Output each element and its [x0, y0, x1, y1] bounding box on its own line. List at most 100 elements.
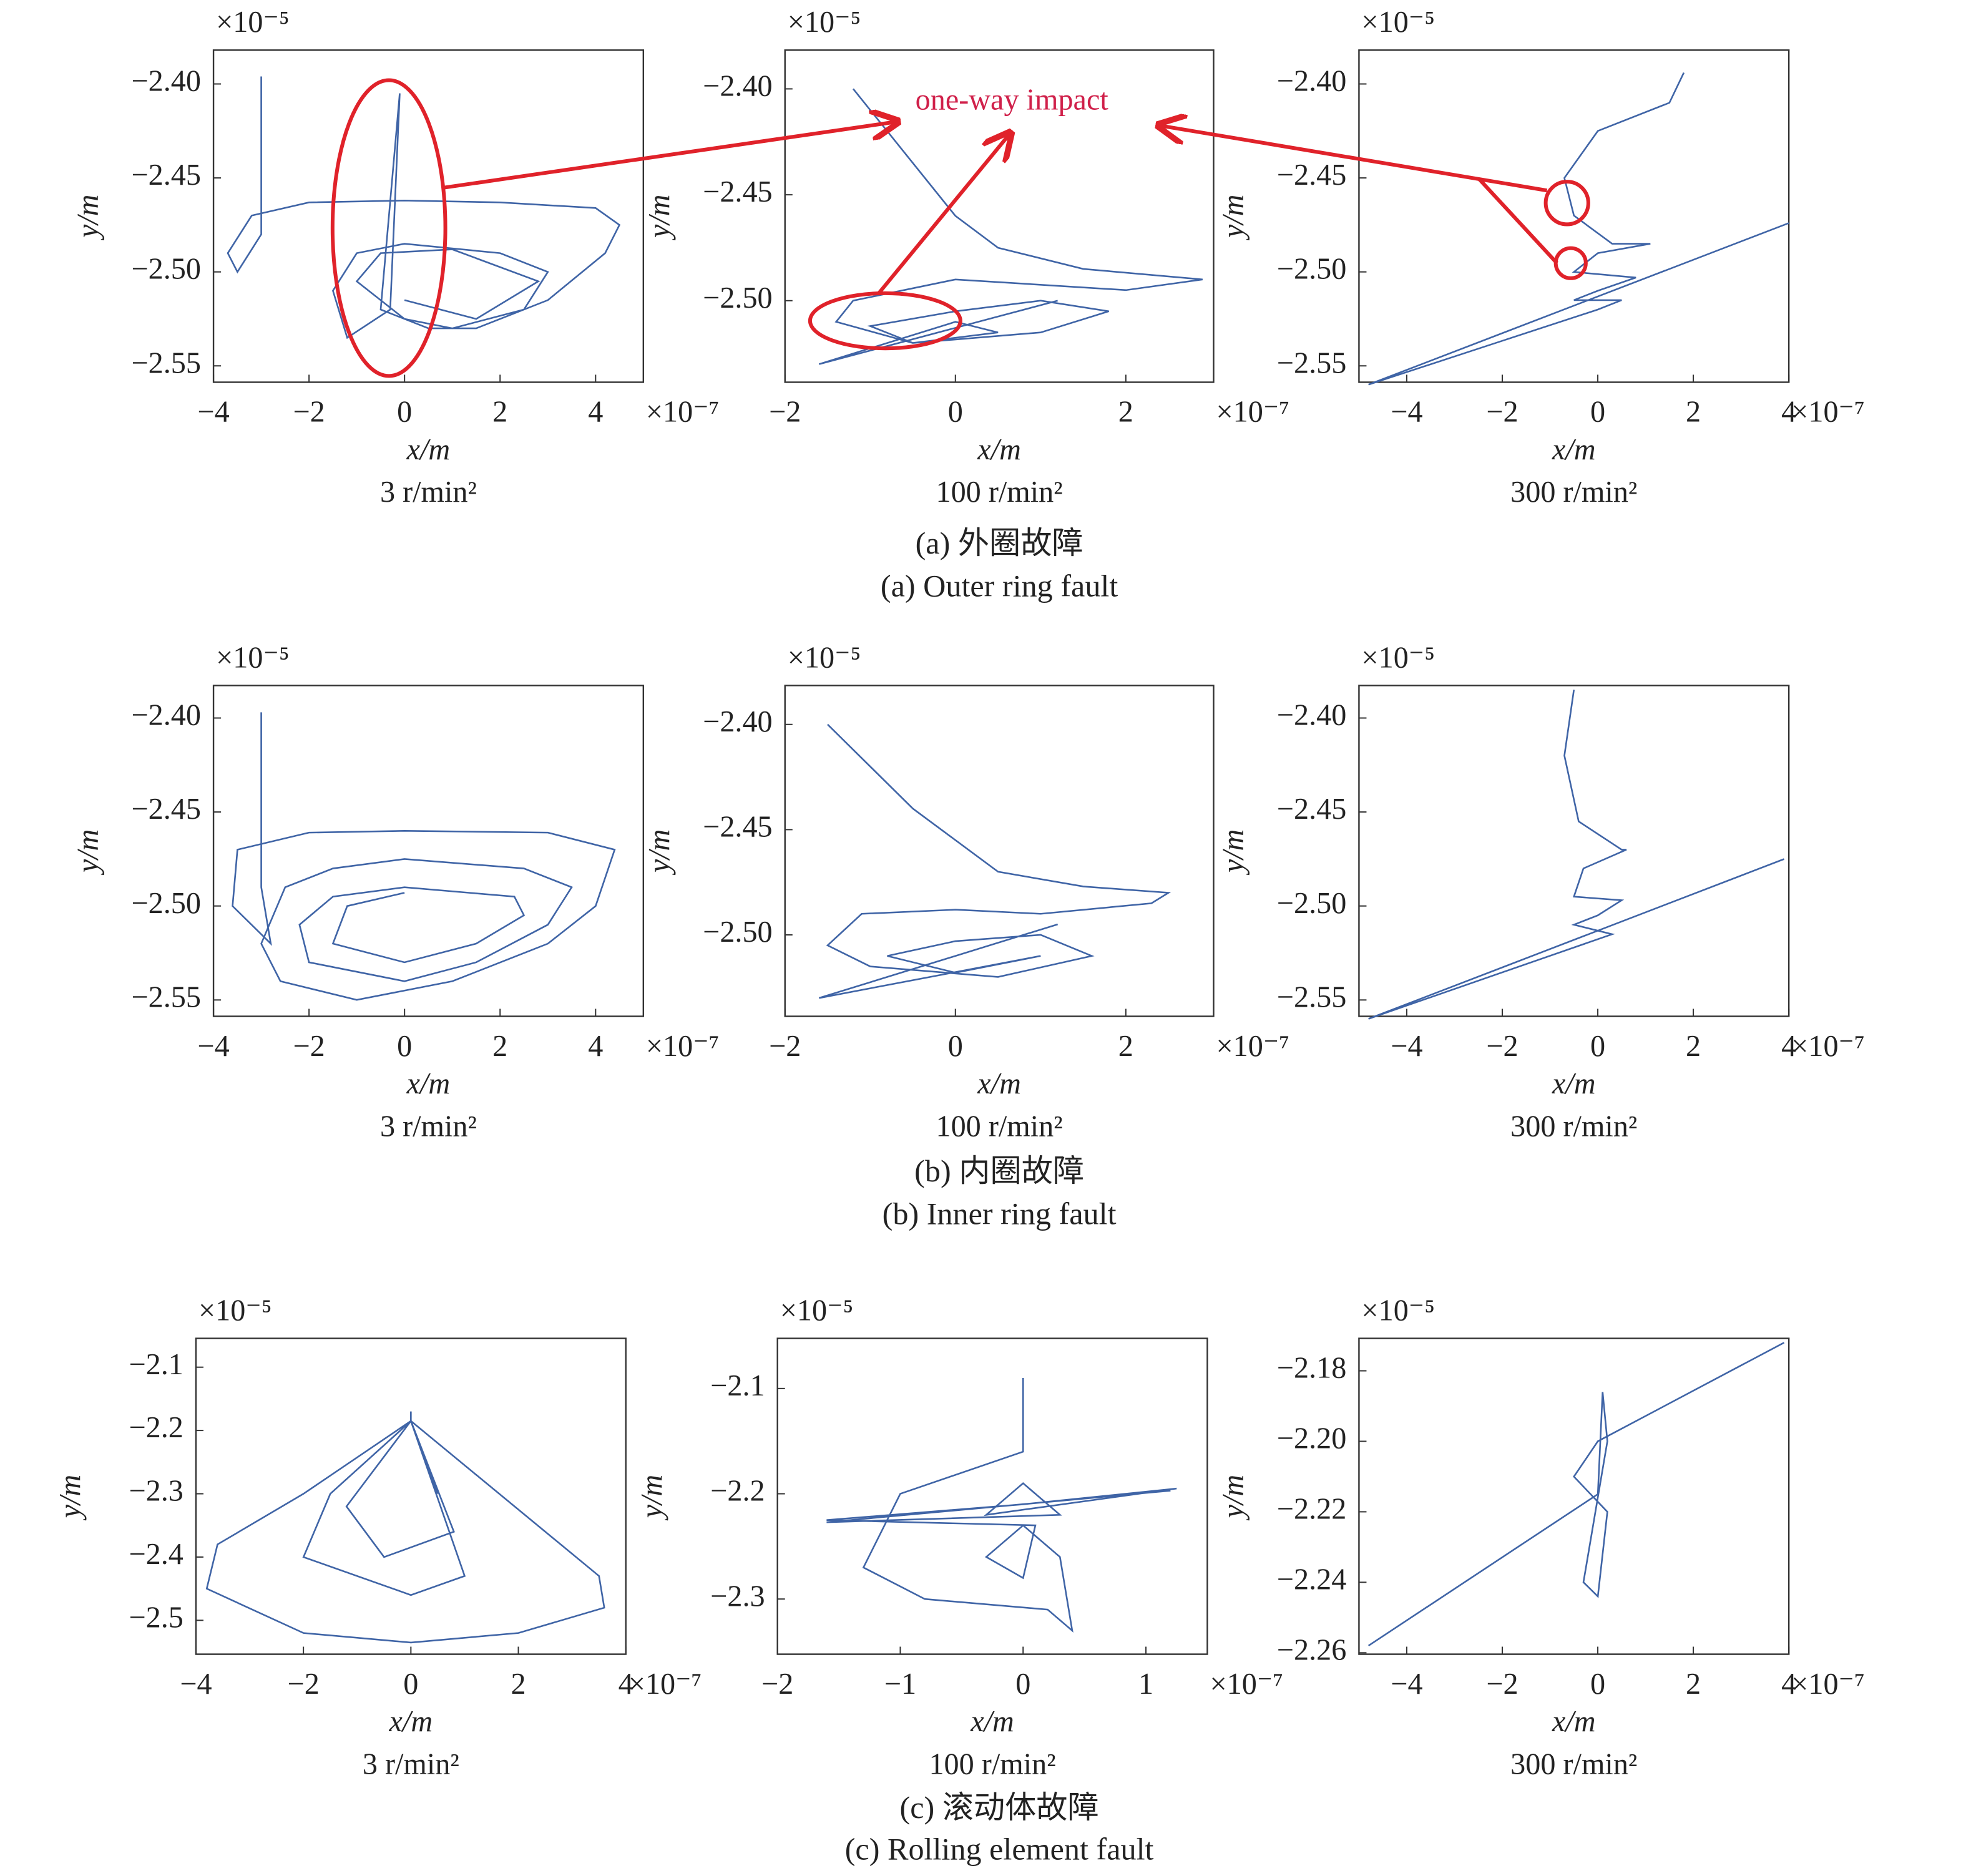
x-axis-label: x/m [1552, 433, 1596, 466]
x-tick-label: 0 [948, 1030, 963, 1063]
y-tick-label: −2.50 [703, 281, 773, 315]
x-tick-label: −2 [769, 396, 801, 429]
y-tick-label: −2.55 [1277, 980, 1347, 1014]
x-tick-label: −4 [1391, 1668, 1422, 1701]
plot-area [1358, 1337, 1790, 1655]
y-tick-label: −2.45 [703, 810, 773, 843]
x-tick-label: 2 [1118, 1030, 1133, 1063]
x-tick-label: −4 [1391, 396, 1422, 429]
annotation-shapes [330, 78, 1590, 378]
x-tick-label: 4 [1781, 396, 1796, 429]
x-axis-label: x/m [1552, 1067, 1596, 1100]
y-tick-label: −2.50 [1277, 887, 1347, 920]
y-tick-label: −2.50 [131, 887, 201, 920]
x-exponent: ×10⁻⁷ [646, 396, 720, 429]
x-tick-label: 0 [948, 396, 963, 429]
y-exponent: ×10⁻⁵ [780, 1294, 854, 1327]
y-tick-label: −2.2 [129, 1411, 183, 1444]
y-tick-label: −2.50 [1277, 253, 1347, 286]
x-tick-label: 0 [1590, 396, 1605, 429]
y-tick-label: −2.45 [1277, 793, 1347, 826]
x-tick-label: 4 [1781, 1030, 1796, 1063]
arrow [441, 122, 898, 190]
x-axis-label: x/m [389, 1705, 433, 1738]
y-tick-label: −2.18 [1277, 1352, 1347, 1385]
y-axis-label: y/m [643, 195, 676, 242]
x-tick-label: 2 [511, 1668, 526, 1701]
subtitle: 3 r/min² [363, 1747, 459, 1781]
caption: (a) 外圈故障 [916, 525, 1083, 560]
caption: (c) Rolling element fault [845, 1831, 1154, 1866]
plot-area [1358, 685, 1790, 1017]
y-tick-label: −2.55 [131, 980, 201, 1014]
y-tick-label: −2.1 [710, 1369, 765, 1402]
x-tick-label: 4 [588, 1030, 603, 1063]
caption: (b) 内圈故障 [914, 1153, 1084, 1188]
y-exponent: ×10⁻⁵ [1361, 6, 1435, 39]
y-tick-label: −2.24 [1277, 1563, 1347, 1596]
y-tick-label: −2.3 [129, 1475, 183, 1508]
x-tick-label: 0 [397, 396, 412, 429]
x-tick-label: 1 [1138, 1668, 1153, 1701]
y-axis-label: y/m [1217, 829, 1250, 876]
x-axis-label: x/m [977, 433, 1021, 466]
y-exponent: ×10⁻⁵ [788, 641, 861, 674]
x-exponent: ×10⁻⁷ [1216, 1030, 1289, 1063]
plot-area [776, 1337, 1208, 1655]
x-axis-label: x/m [977, 1067, 1021, 1100]
y-axis-label: y/m [1217, 195, 1250, 242]
x-axis-label: x/m [406, 1067, 451, 1100]
x-tick-label: 0 [1590, 1668, 1605, 1701]
y-axis-label: y/m [71, 829, 104, 876]
x-tick-label: 0 [1590, 1030, 1605, 1063]
y-tick-label: −2.45 [131, 159, 201, 192]
plot-area [784, 685, 1215, 1017]
subtitle: 100 r/min² [929, 1747, 1055, 1781]
subtitle: 300 r/min² [1510, 1747, 1637, 1781]
arrow [876, 133, 1010, 296]
subtitle: 100 r/min² [936, 476, 1063, 509]
annotation: one-way impact [916, 84, 1109, 117]
plot-area [195, 1337, 627, 1655]
y-axis-label: y/m [643, 829, 676, 876]
x-tick-label: −4 [1391, 1030, 1422, 1063]
y-tick-label: −2.5 [129, 1601, 183, 1634]
x-exponent: ×10⁻⁷ [1791, 1668, 1865, 1701]
y-exponent: ×10⁻⁵ [1361, 641, 1435, 674]
x-tick-label: 2 [492, 1030, 507, 1063]
x-tick-label: 2 [1686, 396, 1701, 429]
y-tick-label: −2.45 [131, 793, 201, 826]
y-tick-label: −2.50 [703, 916, 773, 949]
trajectory [1368, 690, 1784, 1020]
x-tick-label: −1 [884, 1668, 916, 1701]
y-tick-label: −2.40 [703, 69, 773, 102]
trajectory [1367, 1342, 1785, 1647]
y-tick-label: −2.20 [1277, 1422, 1347, 1455]
x-tick-label: −2 [1486, 1668, 1518, 1701]
y-exponent: ×10⁻⁵ [788, 6, 861, 39]
x-exponent: ×10⁻⁷ [1216, 396, 1289, 429]
arrow [1158, 125, 1548, 193]
x-tick-label: 0 [397, 1030, 412, 1063]
highlight-circle [1543, 180, 1590, 227]
x-exponent: ×10⁻⁷ [646, 1030, 720, 1063]
plot-area [212, 685, 645, 1017]
x-tick-label: 2 [1686, 1030, 1701, 1063]
x-exponent: ×10⁻⁷ [1791, 1030, 1865, 1063]
subtitle: 300 r/min² [1510, 1110, 1637, 1143]
connector [1477, 178, 1558, 265]
x-tick-label: −4 [197, 1030, 229, 1063]
y-tick-label: −2.1 [129, 1348, 183, 1381]
x-exponent: ×10⁻⁷ [628, 1668, 702, 1701]
y-tick-label: −2.45 [703, 175, 773, 208]
x-tick-label: 4 [588, 396, 603, 429]
x-exponent: ×10⁻⁷ [1210, 1668, 1283, 1701]
plot-area [784, 49, 1215, 383]
x-axis-label: x/m [406, 433, 451, 466]
y-axis-label: y/m [1217, 1475, 1250, 1522]
x-tick-label: 0 [403, 1668, 418, 1701]
trajectory [1368, 72, 1789, 386]
x-exponent: ×10⁻⁷ [1791, 396, 1865, 429]
x-axis-label: x/m [970, 1705, 1014, 1738]
